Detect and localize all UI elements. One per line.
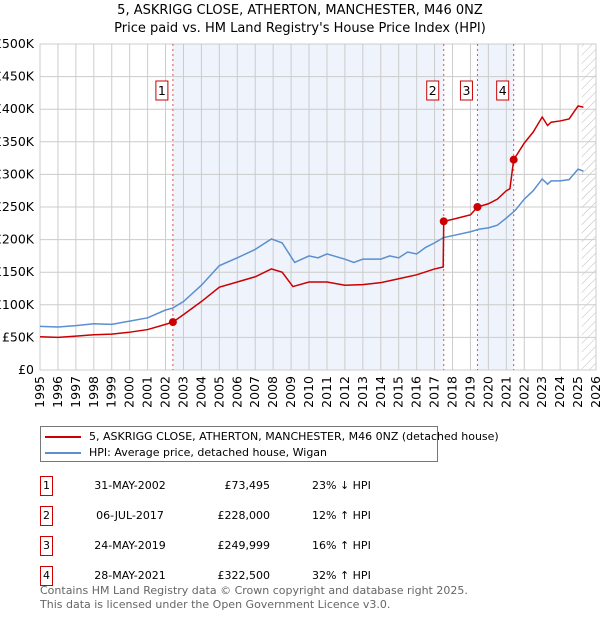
x-tick-label: 2019: [462, 376, 477, 408]
sale-label-box: 3: [459, 80, 473, 101]
y-tick-label: £300K: [0, 166, 35, 181]
x-tick-label: 2004: [193, 376, 208, 408]
sale-date: 24-MAY-2019: [94, 539, 166, 552]
sale-hpi-diff: 16% ↑ HPI: [312, 539, 371, 552]
sale-point: [439, 217, 448, 226]
sale-label-border: [459, 80, 473, 101]
sale-hpi-diff: 23% ↓ HPI: [312, 479, 371, 492]
sale-number-box: 2: [40, 506, 53, 526]
x-tick-label: 2021: [498, 376, 513, 408]
chart-subtitle: Price paid vs. HM Land Registry's House …: [114, 21, 486, 36]
x-tick-label: 2014: [373, 376, 388, 408]
y-tick-label: £150K: [0, 264, 35, 279]
sales-row: 1 31-MAY-2002 £73,495 23% ↓ HPI: [40, 476, 440, 496]
y-tick-label: £500K: [0, 36, 35, 51]
x-tick-label: 2007: [247, 376, 262, 408]
sale-date: 06-JUL-2017: [96, 509, 164, 522]
plot-border: [39, 43, 597, 371]
sale-number-box: 1: [40, 476, 53, 496]
sale-hpi-diff: 32% ↑ HPI: [312, 569, 371, 582]
legend-item-hpi: HPI: Average price, detached house, Wiga…: [45, 446, 327, 459]
x-tick-label: 2024: [552, 376, 567, 408]
sale-label-box: 1: [155, 80, 169, 101]
x-tick-label: 2011: [319, 376, 334, 408]
x-tick-label: 2025: [570, 376, 585, 408]
x-tick-label: 2006: [229, 376, 244, 408]
sale-label-box: 4: [496, 80, 510, 101]
x-tick-label: 2010: [301, 376, 316, 408]
x-tick-label: 1995: [32, 376, 47, 408]
y-tick-label: £200K: [0, 232, 35, 247]
sale-hpi-diff: 12% ↑ HPI: [312, 509, 371, 522]
y-tick-label: £50K: [2, 329, 35, 344]
x-tick-label: 2016: [409, 376, 424, 408]
y-tick-label: £350K: [0, 134, 35, 149]
sale-date: 28-MAY-2021: [94, 569, 166, 582]
x-tick-label: 2000: [122, 376, 137, 408]
x-tick-label: 2023: [534, 376, 549, 408]
sale-label-number: 3: [462, 83, 470, 98]
sale-price: £249,999: [217, 539, 271, 552]
footer-line: This data is licensed under the Open Gov…: [40, 598, 391, 611]
sale-number-box: 4: [40, 566, 53, 586]
chart-plot: 1995 1996 1997 1998 1999 2000 2001 2002 2003 2004…: [0, 36, 600, 408]
x-tick-label: 2012: [337, 376, 352, 408]
chart-title: 5, ASKRIGG CLOSE, ATHERTON, MANCHESTER, …: [117, 3, 483, 18]
x-tick-label: 2009: [283, 376, 298, 408]
y-tick-label: £250K: [0, 199, 35, 214]
sale-label-number: 4: [499, 83, 507, 98]
series-line: [39, 105, 584, 339]
sale-point: [473, 203, 482, 212]
sale-date: 31-MAY-2002: [94, 479, 166, 492]
legend-item-property: 5, ASKRIGG CLOSE, ATHERTON, MANCHESTER, …: [45, 430, 499, 443]
legend-swatch-red: [45, 435, 81, 438]
y-tick-label: £400K: [0, 101, 35, 116]
sale-label-box: 2: [426, 80, 440, 101]
x-tick-label: 1998: [86, 376, 101, 408]
sale-number-box: 3: [40, 536, 53, 556]
x-tick-label: 2018: [445, 376, 460, 408]
sale-point: [168, 318, 177, 327]
x-tick-label: 2008: [265, 376, 280, 408]
legend: 5, ASKRIGG CLOSE, ATHERTON, MANCHESTER, …: [40, 426, 499, 462]
legend-label: 5, ASKRIGG CLOSE, ATHERTON, MANCHESTER, …: [89, 430, 499, 443]
sale-label-border: [155, 80, 169, 101]
footer: Contains HM Land Registry data © Crown c…: [40, 584, 468, 612]
legend-swatch-blue: [45, 451, 81, 454]
x-tick-label: 2020: [480, 376, 495, 408]
x-tick-label: 2001: [140, 376, 155, 408]
sale-label-number: 1: [158, 83, 166, 98]
sale-point: [509, 155, 518, 164]
sales-row: 4 28-MAY-2021 £322,500 32% ↑ HPI: [40, 566, 440, 586]
x-tick-label: 2013: [355, 376, 370, 408]
y-tick-label: £100K: [0, 297, 35, 312]
sale-price: £228,000: [217, 509, 271, 522]
sale-label-border: [496, 80, 510, 101]
x-tick-label: 2005: [211, 376, 226, 408]
x-tick-label: 1999: [104, 376, 119, 408]
x-tick-label: 2022: [516, 376, 531, 408]
x-tick-label: 2002: [158, 376, 173, 408]
x-tick-label: 2026: [588, 376, 600, 408]
x-tick-label: 1996: [50, 376, 65, 408]
x-tick-label: 2017: [427, 376, 442, 408]
sale-price: £322,500: [217, 569, 271, 582]
sale-label-number: 2: [429, 83, 437, 98]
y-tick-label: £450K: [0, 69, 35, 84]
x-tick-label: 2003: [175, 376, 190, 408]
sales-row: 2 06-JUL-2017 £228,000 12% ↑ HPI: [40, 506, 440, 526]
y-tick-label: £0: [18, 362, 34, 377]
sale-price: £73,495: [224, 479, 271, 492]
legend-label: HPI: Average price, detached house, Wiga…: [89, 446, 328, 459]
x-tick-label: 1997: [68, 376, 83, 408]
sales-row: 3 24-MAY-2019 £249,999 16% ↑ HPI: [40, 536, 440, 556]
sale-label-border: [426, 80, 440, 101]
x-tick-label: 2015: [391, 376, 406, 408]
footer-line: Contains HM Land Registry data © Crown c…: [40, 584, 468, 597]
series-line: [39, 168, 584, 328]
